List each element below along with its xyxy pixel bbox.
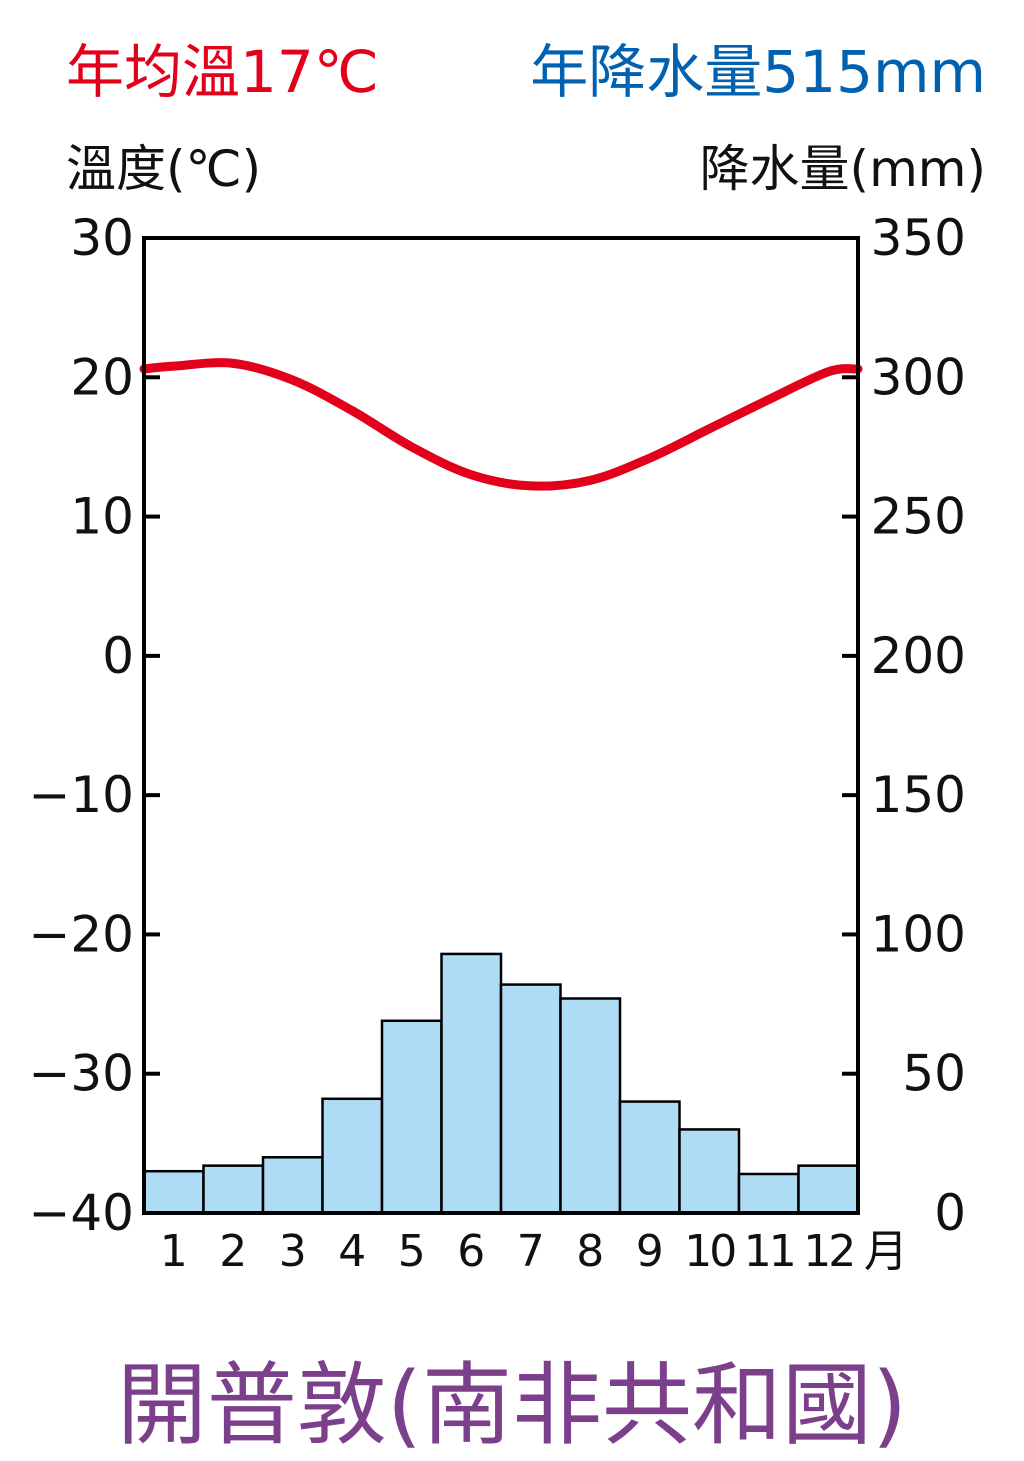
temperature-point-3 <box>292 379 294 381</box>
temperature-tick-label: −40 <box>28 1184 134 1242</box>
temperature-tick-label: 10 <box>70 488 134 546</box>
month-label: 6 <box>457 1226 485 1277</box>
month-label: 10 <box>684 1226 735 1277</box>
precipitation-axis: 350 300 250 200 150 100 50 0 <box>842 209 966 1242</box>
temperature-tick-label: −20 <box>28 905 134 963</box>
station-name: 開普敦(南非共和國) <box>117 1353 907 1458</box>
precipitation-bar-7 <box>499 983 562 1215</box>
precipitation-bar-4 <box>321 1097 384 1215</box>
temperature-tick-label: −10 <box>28 766 134 824</box>
precipitation-bar-11 <box>737 1172 800 1215</box>
plot-frame <box>142 236 860 1215</box>
temperature-tick-label: 0 <box>102 627 134 685</box>
temperature-point-11 <box>768 399 770 401</box>
annual-temperature-label: 年均溫17℃ <box>66 38 379 106</box>
precipitation-bar-10 <box>678 1128 741 1215</box>
precipitation-bar-9 <box>618 1100 681 1215</box>
precipitation-tick-label: 150 <box>871 766 966 824</box>
temperature-point-12 <box>827 371 829 373</box>
month-label: 11 <box>744 1226 794 1277</box>
month-label: 2 <box>219 1226 247 1277</box>
temperature-tick-label: −30 <box>28 1045 134 1103</box>
precipitation-tick-label: 200 <box>871 627 966 685</box>
precipitation-tick-label: 300 <box>871 348 966 406</box>
precipitation-tick-label: 100 <box>871 905 966 963</box>
temperature-axis: 30 20 10 0 −10 −20 −30 −40 <box>28 209 160 1242</box>
month-label: 12 <box>803 1226 853 1277</box>
month-label: 9 <box>636 1226 664 1277</box>
month-label: 1 <box>160 1226 188 1277</box>
temperature-tick-label: 20 <box>70 348 134 406</box>
precipitation-bar-12 <box>797 1164 860 1215</box>
temperature-point-6 <box>470 474 472 476</box>
precipitation-axis-title: 降水量(mm) <box>700 140 986 198</box>
temperature-point-8 <box>589 479 591 481</box>
precipitation-bar-1 <box>142 1169 205 1215</box>
temperature-axis-title: 溫度(℃) <box>66 140 261 198</box>
month-label: 4 <box>338 1226 366 1277</box>
month-label: 3 <box>279 1226 307 1277</box>
precipitation-tick-label: 50 <box>902 1045 966 1103</box>
temperature-tick-label: 30 <box>70 209 134 267</box>
temperature-line <box>139 358 863 491</box>
temperature-point-9 <box>649 457 651 459</box>
month-label: 5 <box>398 1226 426 1277</box>
temperature-point-2 <box>232 362 234 364</box>
precipitation-bar-2 <box>202 1164 265 1215</box>
month-unit-label: 月 <box>864 1226 908 1277</box>
month-axis: 1 2 3 4 5 6 7 8 9 10 11 12 <box>160 1226 857 1277</box>
temperature-curve <box>139 358 863 491</box>
precipitation-bar-8 <box>559 997 622 1215</box>
precipitation-tick-label: 250 <box>871 488 966 546</box>
precipitation-bar-6 <box>440 952 503 1215</box>
temperature-point-7 <box>530 485 532 487</box>
temperature-point-4 <box>351 410 353 412</box>
temperature-point-5 <box>411 446 413 448</box>
temperature-point-10 <box>708 428 710 430</box>
month-label: 7 <box>517 1226 545 1277</box>
precipitation-bars <box>142 952 860 1215</box>
temperature-point-1 <box>173 365 175 367</box>
precipitation-bar-3 <box>261 1156 324 1215</box>
precipitation-bar-5 <box>380 1019 443 1215</box>
precipitation-tick-label: 0 <box>934 1184 966 1242</box>
month-label: 8 <box>576 1226 604 1277</box>
annual-precipitation-label: 年降水量515mm <box>530 38 986 106</box>
precipitation-tick-label: 350 <box>871 209 966 267</box>
